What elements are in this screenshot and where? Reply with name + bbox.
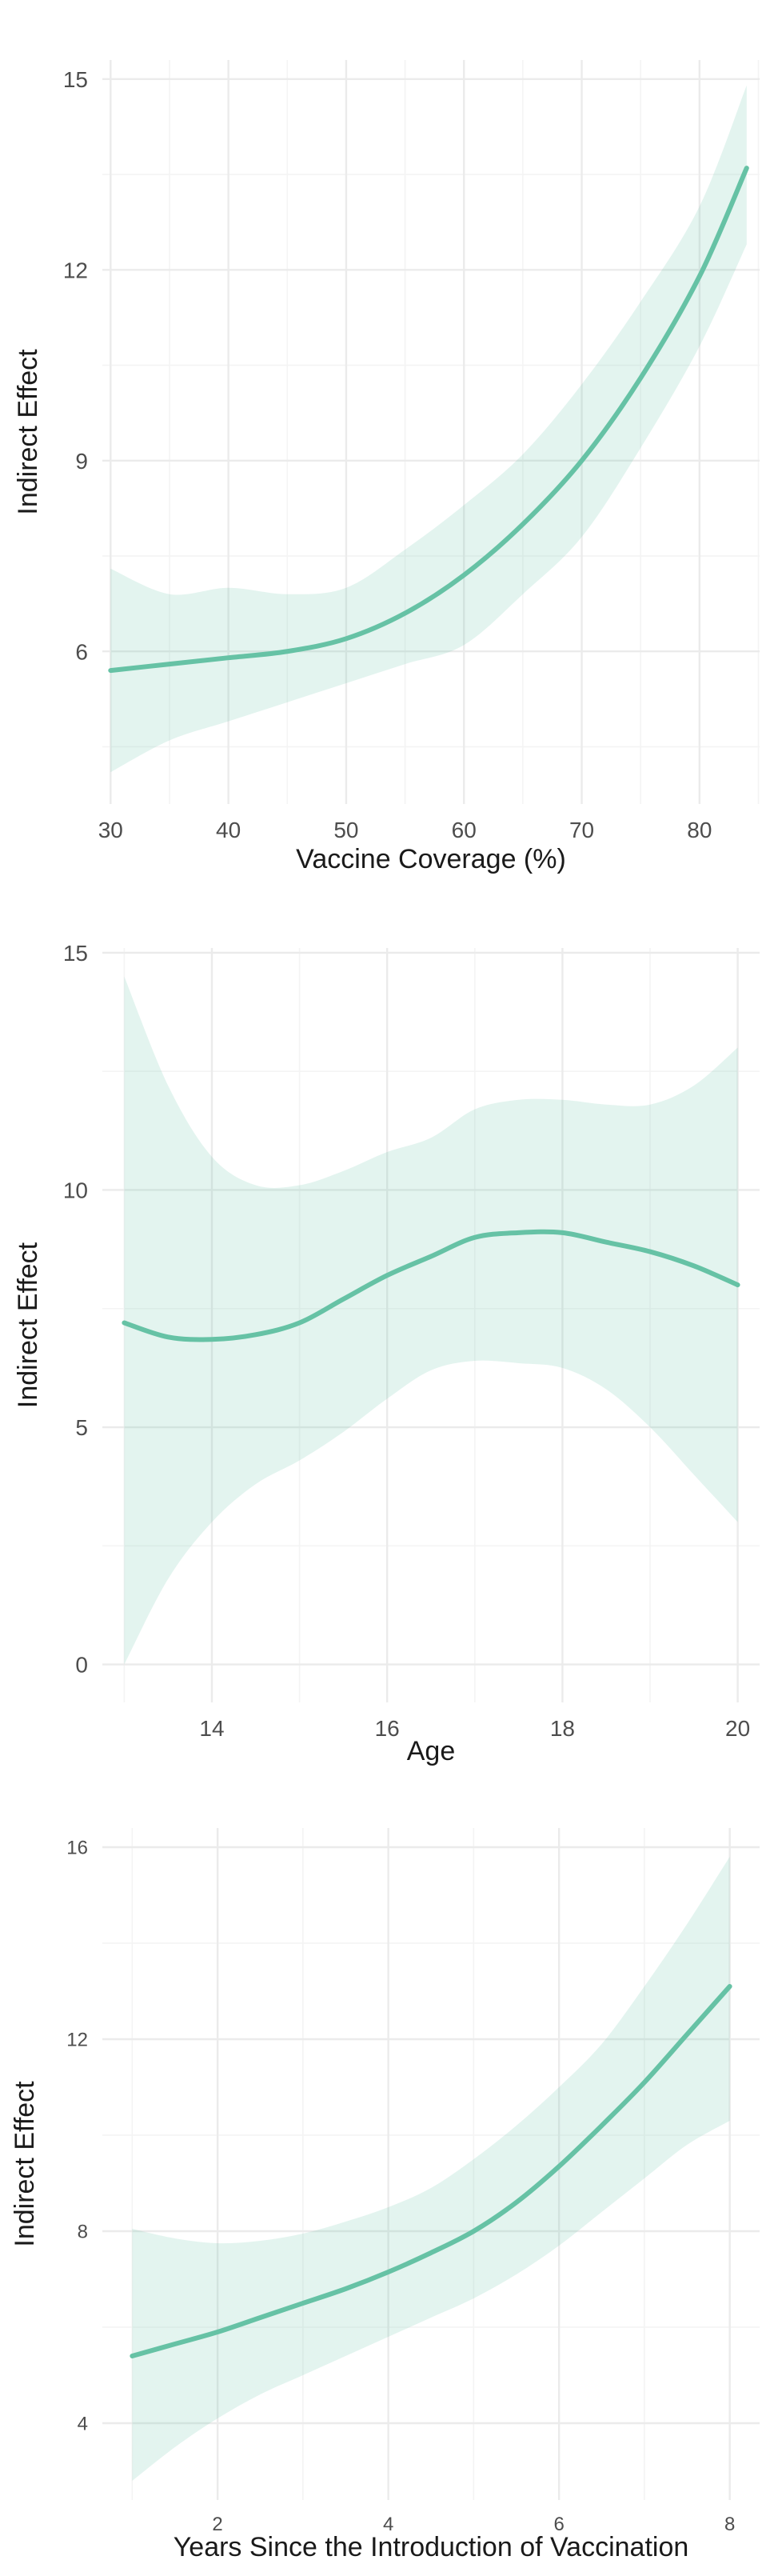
confidence-band	[110, 85, 747, 773]
y-tick-label: 12	[63, 258, 88, 282]
y-tick-label: 0	[75, 1653, 88, 1678]
y-tick-label: 10	[63, 1178, 88, 1203]
y-tick-label: 12	[66, 2030, 88, 2051]
chart-panel-1: 30 40 50 60 70 80 6 9 12 15 Vaccine Coverage (%) In…	[13, 60, 760, 874]
y-tick-label: 8	[78, 2222, 88, 2243]
x-tick-label: 2	[212, 2514, 222, 2535]
chart-panel-3: 2 4 6 8 4 8 12 16 Years Since the Introduction o…	[10, 1828, 760, 2562]
y-tick-label: 5	[75, 1415, 88, 1440]
y-axis-title: Indirect Effect	[13, 349, 43, 515]
x-tick-label: 14	[199, 1716, 224, 1741]
x-tick-label: 40	[216, 818, 241, 842]
fitted-line	[108, 166, 749, 674]
x-axis-title: Vaccine Coverage (%)	[296, 844, 566, 874]
x-tick-label: 30	[98, 818, 123, 842]
x-tick-label: 4	[383, 2514, 393, 2535]
confidence-band	[132, 1857, 730, 2481]
fitted-line	[130, 1984, 732, 2358]
x-tick-label: 20	[725, 1716, 750, 1741]
y-tick-label: 16	[66, 1838, 88, 1859]
confidence-band	[124, 976, 738, 1665]
chart-panel-2: 14 16 18 20 0 5 10 15 Age Indirect Effect	[13, 941, 760, 1766]
fitted-line	[122, 1229, 740, 1342]
y-tick-label: 4	[78, 2414, 88, 2435]
y-tick-label: 15	[63, 941, 88, 966]
x-tick-label: 8	[724, 2514, 735, 2535]
x-tick-label: 18	[550, 1716, 575, 1741]
y-tick-label: 15	[63, 67, 88, 92]
x-tick-label: 16	[375, 1716, 400, 1741]
y-axis-title: Indirect Effect	[13, 1242, 43, 1408]
x-axis-title: Years Since the Introduction of Vaccinat…	[174, 2532, 689, 2562]
x-tick-label: 80	[687, 818, 712, 842]
y-axis-title: Indirect Effect	[10, 2081, 40, 2247]
y-tick-label: 6	[75, 639, 88, 664]
x-tick-label: 70	[569, 818, 594, 842]
x-tick-label: 50	[333, 818, 358, 842]
x-axis-title: Age	[407, 1736, 456, 1766]
y-tick-label: 9	[75, 449, 88, 474]
x-tick-label: 6	[553, 2514, 564, 2535]
x-tick-label: 60	[452, 818, 477, 842]
